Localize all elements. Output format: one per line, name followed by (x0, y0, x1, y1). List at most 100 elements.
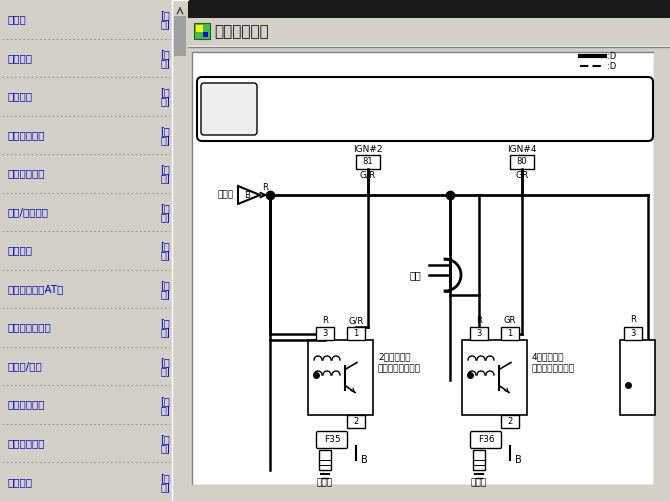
Text: 后视镜/车窗: 后视镜/车窗 (8, 361, 43, 371)
Bar (347, 415, 365, 428)
Text: 入]: 入] (160, 173, 170, 183)
Bar (203, 32, 208, 37)
Bar (316, 327, 334, 340)
Text: 环线: 环线 (409, 270, 421, 280)
Text: 外部照明系统: 外部照明系统 (8, 130, 46, 140)
Text: 81: 81 (362, 157, 373, 166)
Bar (174, 16, 186, 56)
Bar (196, 25, 203, 32)
Text: F35: F35 (324, 435, 340, 444)
Text: [进: [进 (160, 87, 170, 97)
Text: 入]: 入] (160, 366, 170, 376)
Text: [进: [进 (160, 396, 170, 406)
Text: G/R: G/R (360, 171, 376, 180)
Text: [进: [进 (160, 164, 170, 174)
Text: [进: [进 (160, 473, 170, 483)
FancyBboxPatch shape (316, 431, 348, 448)
Text: GR: GR (504, 316, 516, 325)
Text: 警告信号: 警告信号 (8, 477, 33, 487)
Text: 入]: 入] (160, 58, 170, 68)
Text: [进: [进 (160, 203, 170, 213)
Bar (188, 18, 670, 46)
Text: R: R (630, 315, 636, 324)
Text: 入]: 入] (160, 289, 170, 299)
Text: 入]: 入] (160, 443, 170, 453)
Bar (194, 23, 210, 39)
Text: 浏览信息目录: 浏览信息目录 (214, 25, 269, 40)
Text: 入]: 入] (160, 405, 170, 415)
Text: 入]: 入] (160, 482, 170, 491)
Text: 供电电路: 供电电路 (8, 53, 33, 63)
Text: 雨刷/洗洤系统: 雨刷/洗洤系统 (8, 207, 49, 217)
Text: 3: 3 (630, 329, 636, 338)
Text: （带功率晶体管）: （带功率晶体管） (378, 364, 421, 373)
Text: G/R: G/R (348, 316, 364, 325)
Text: 仪表板: 仪表板 (8, 14, 27, 24)
Text: 车身电器系统: 车身电器系统 (8, 438, 46, 448)
Text: IGN#4: IGN#4 (507, 145, 537, 154)
Text: 2号点火线圈: 2号点火线圈 (378, 352, 411, 361)
Text: 入]: 入] (160, 212, 170, 222)
Text: [进: [进 (160, 241, 170, 252)
Text: 接前页: 接前页 (218, 190, 234, 199)
Text: B: B (361, 455, 368, 465)
Text: 火花塞: 火花塞 (317, 478, 333, 487)
Text: :D: :D (607, 62, 616, 71)
Bar (501, 327, 519, 340)
Text: 自动变速器（AT）: 自动变速器（AT） (8, 284, 64, 294)
Text: R: R (262, 183, 268, 192)
Text: 火花塞: 火花塞 (471, 478, 487, 487)
Bar (308, 340, 373, 415)
Bar (356, 155, 380, 169)
Text: 入]: 入] (160, 328, 170, 338)
Text: F36: F36 (478, 435, 494, 444)
Text: :D: :D (607, 52, 616, 61)
Text: 入]: 入] (160, 19, 170, 29)
Text: 4号点火线圈: 4号点火线圈 (532, 352, 565, 361)
Text: 1: 1 (353, 329, 358, 338)
Text: 3: 3 (322, 329, 328, 338)
Bar (470, 327, 488, 340)
Text: 除霜系统: 除霜系统 (8, 245, 33, 256)
Text: IGN#2: IGN#2 (353, 145, 383, 154)
Bar (620, 340, 655, 415)
Bar (188, 0, 670, 18)
Text: 入]: 入] (160, 96, 170, 106)
Text: 车身控制系统: 车身控制系统 (8, 400, 46, 410)
Bar (319, 450, 331, 470)
Text: 2: 2 (353, 417, 358, 426)
Bar (347, 327, 365, 340)
Bar (172, 0, 188, 501)
Bar (188, 0, 670, 501)
Text: [进: [进 (160, 49, 170, 59)
Text: [进: [进 (160, 126, 170, 136)
FancyBboxPatch shape (201, 83, 257, 135)
Bar (654, 48, 670, 485)
Text: 内部照明系统: 内部照明系统 (8, 168, 46, 178)
Text: 2: 2 (507, 417, 513, 426)
Text: 80: 80 (517, 157, 527, 166)
Text: 发动机控制系统: 发动机控制系统 (8, 323, 52, 333)
Bar (473, 450, 485, 470)
Bar (172, 0, 188, 16)
Bar (0, 0, 172, 501)
Bar (188, 485, 670, 501)
Bar (188, 48, 670, 501)
Text: 3: 3 (476, 329, 482, 338)
Text: [进: [进 (160, 434, 170, 444)
Bar (192, 52, 654, 485)
Bar (501, 415, 519, 428)
Text: 1: 1 (507, 329, 513, 338)
Text: 入]: 入] (160, 135, 170, 145)
Text: B: B (244, 190, 250, 199)
Text: 入]: 入] (160, 250, 170, 261)
Text: R: R (322, 316, 328, 325)
Text: [进: [进 (160, 280, 170, 290)
Text: [进: [进 (160, 319, 170, 329)
Text: R: R (476, 316, 482, 325)
Text: B: B (515, 455, 522, 465)
Text: [进: [进 (160, 357, 170, 367)
Text: GR: GR (515, 171, 529, 180)
Text: 充电系统: 充电系统 (8, 91, 33, 101)
Text: （带功率晶体管）: （带功率晶体管） (532, 364, 575, 373)
